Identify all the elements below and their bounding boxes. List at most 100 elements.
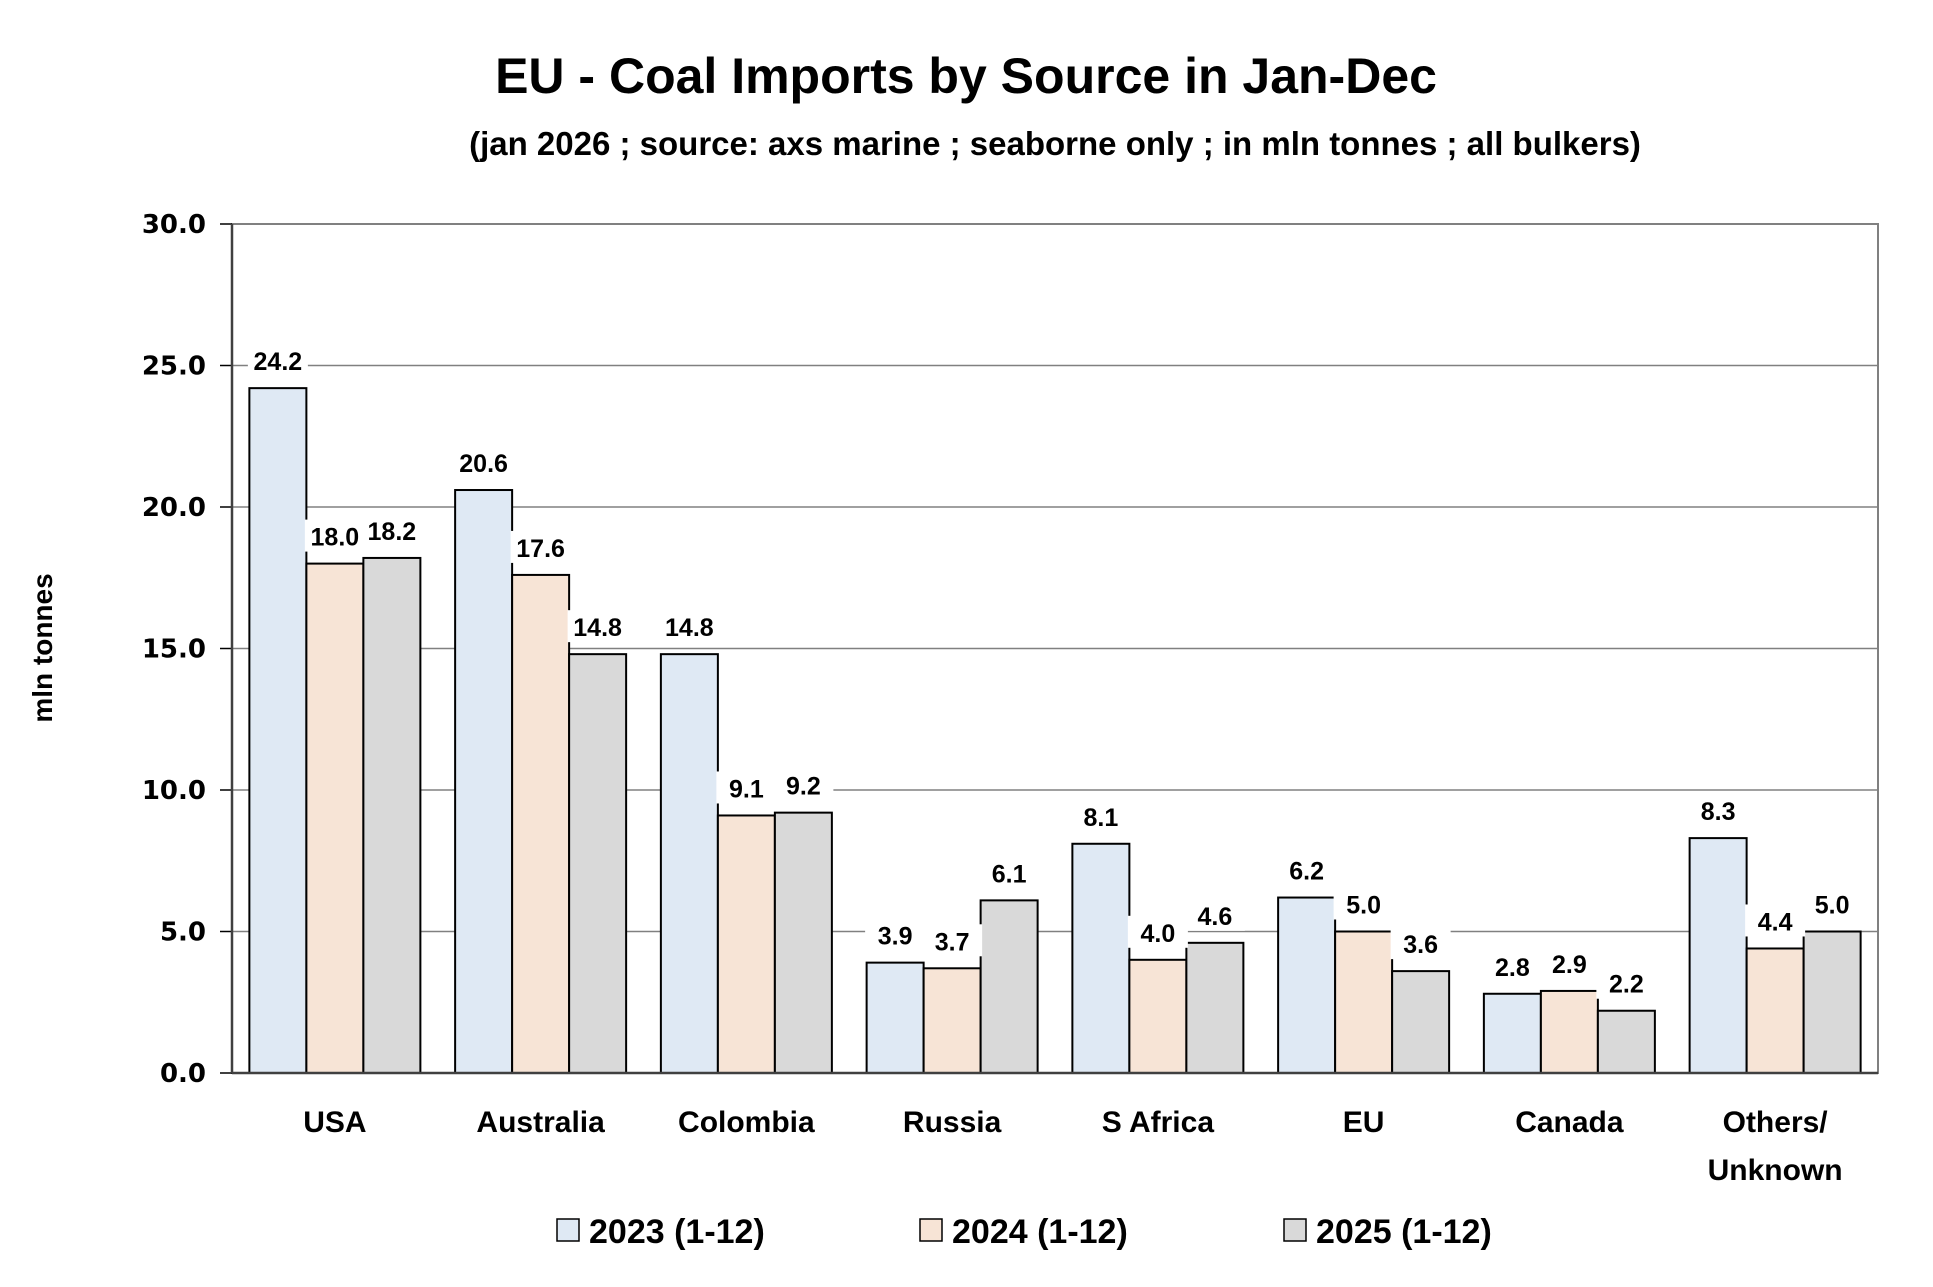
- data-label-background: [1070, 799, 1131, 832]
- category-labels: USA Australia Colombia Russia S Africa EU Cana…: [303, 1106, 1842, 1187]
- data-label: 2.2: [1609, 971, 1644, 999]
- bar: [454, 489, 514, 1074]
- data-label: 4.4: [1758, 908, 1793, 936]
- data-label-background: [1333, 887, 1394, 920]
- data-label-background: [922, 924, 983, 957]
- chart-subtitle: (jan 2026 ; source: axs marine ; seaborn…: [469, 125, 1641, 162]
- category-label: Colombia: [678, 1106, 815, 1139]
- y-axis-label: mln tonnes: [27, 573, 58, 722]
- legend: 2023 (1-12) 2024 (1-12) 2025 (1-12): [556, 1213, 1492, 1251]
- bar: [1071, 842, 1131, 1075]
- data-label: 2.9: [1552, 951, 1587, 979]
- bar: [1482, 992, 1542, 1075]
- bar: [773, 811, 833, 1074]
- bar: [1802, 930, 1862, 1074]
- data-label: 2.8: [1495, 954, 1530, 982]
- bar: [1745, 947, 1805, 1074]
- data-label: 14.8: [573, 614, 622, 642]
- data-label: 18.0: [311, 524, 360, 552]
- bar: [1277, 896, 1337, 1074]
- data-label-background: [567, 610, 628, 643]
- data-labels: 24.2 18.0 18.2 20.6 17.6 14.8 14.8 9.1 9.2 3.9 3.7…: [247, 344, 1863, 999]
- legend-swatch: [1283, 1218, 1307, 1242]
- category-label: Australia: [476, 1106, 605, 1139]
- data-label: 6.2: [1289, 858, 1324, 886]
- axes: 0.0 5.0 10.0 15.0 20.0 25.0 30.0: [142, 210, 1879, 1089]
- data-label: 8.3: [1701, 798, 1736, 826]
- bar: [305, 562, 365, 1074]
- bar: [1539, 989, 1599, 1074]
- data-label-background: [659, 610, 720, 643]
- y-tick-label: 25.0: [142, 352, 206, 382]
- y-tick-label: 0.0: [160, 1059, 206, 1089]
- bar: [659, 653, 719, 1074]
- legend-swatch: [556, 1218, 580, 1242]
- data-label-background: [1745, 904, 1806, 937]
- legend-swatch: [919, 1218, 943, 1242]
- data-label: 20.6: [459, 450, 508, 478]
- data-label-background: [773, 768, 834, 801]
- bar: [1596, 1009, 1656, 1074]
- data-label-background: [1596, 966, 1657, 999]
- data-label: 14.8: [665, 614, 714, 642]
- y-tick-label: 15.0: [142, 635, 206, 665]
- data-label-background: [453, 446, 514, 479]
- data-label-background: [1802, 887, 1863, 920]
- data-label-background: [1127, 915, 1188, 948]
- legend-label: 2025 (1-12): [1316, 1213, 1492, 1251]
- bar: [362, 556, 422, 1074]
- data-label-background: [716, 771, 777, 804]
- data-label: 24.2: [254, 348, 303, 376]
- data-label-background: [1539, 946, 1600, 979]
- bar: [1128, 958, 1188, 1074]
- bars: [248, 387, 1862, 1075]
- y-tick-label: 5.0: [160, 918, 206, 948]
- data-label: 8.1: [1083, 804, 1118, 832]
- bar: [568, 653, 628, 1074]
- data-label-background: [361, 513, 422, 546]
- data-label: 3.6: [1403, 931, 1438, 959]
- data-label: 3.7: [935, 928, 970, 956]
- category-label: USA: [303, 1106, 366, 1139]
- category-label: Canada: [1515, 1106, 1624, 1139]
- category-label: Russia: [903, 1106, 1002, 1139]
- data-label-background: [1390, 927, 1451, 960]
- bar: [865, 961, 925, 1075]
- chart-title: EU - Coal Imports by Source in Jan-Dec: [495, 48, 1437, 104]
- y-tick-label: 20.0: [142, 493, 206, 523]
- data-label-background: [979, 856, 1040, 889]
- category-label: Unknown: [1708, 1154, 1843, 1187]
- data-label-background: [510, 530, 571, 563]
- data-label-background: [304, 519, 365, 552]
- data-label: 9.1: [729, 775, 764, 803]
- category-label: EU: [1343, 1106, 1385, 1139]
- y-tick-label: 30.0: [142, 210, 206, 240]
- category-label: S Africa: [1102, 1106, 1215, 1139]
- data-label: 4.6: [1197, 903, 1232, 931]
- legend-label: 2023 (1-12): [589, 1213, 765, 1251]
- category-label: Others/: [1723, 1106, 1829, 1139]
- data-label: 5.0: [1815, 892, 1850, 920]
- y-tick-label: 10.0: [142, 776, 206, 806]
- data-label-background: [1688, 794, 1749, 827]
- data-label-background: [865, 918, 926, 951]
- data-label: 6.1: [992, 860, 1027, 888]
- data-label-background: [1276, 853, 1337, 886]
- bar: [1334, 930, 1394, 1074]
- data-label-background: [247, 344, 308, 377]
- data-label-background: [1482, 949, 1543, 982]
- bar: [1391, 970, 1451, 1074]
- bar: [1185, 941, 1245, 1074]
- data-label: 5.0: [1346, 892, 1381, 920]
- data-label: 17.6: [516, 535, 565, 563]
- data-label: 4.0: [1140, 920, 1175, 948]
- bar: [1688, 837, 1748, 1074]
- data-label: 9.2: [786, 773, 821, 801]
- data-label-background: [1184, 898, 1245, 931]
- bar: [511, 573, 571, 1074]
- bar: [716, 814, 776, 1074]
- bar: [922, 967, 982, 1074]
- bar: [248, 387, 308, 1074]
- bar: [979, 899, 1039, 1074]
